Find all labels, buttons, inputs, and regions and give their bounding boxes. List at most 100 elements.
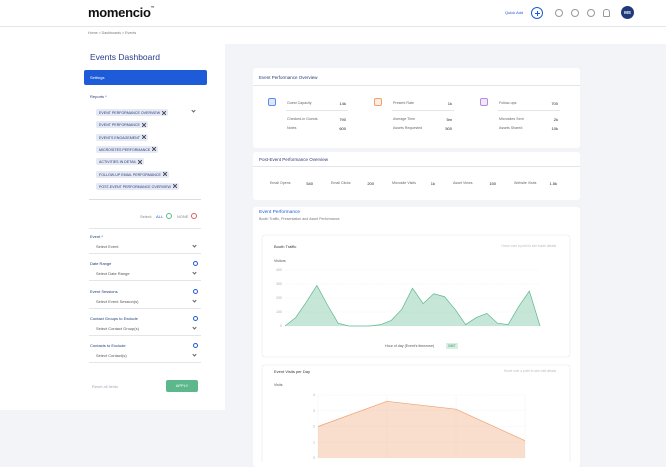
stat-label: Assets Shared: [499, 126, 523, 130]
top-bar: [0, 0, 666, 44]
avatar[interactable]: MS: [621, 6, 634, 19]
remove-chip[interactable]: [172, 184, 177, 189]
performance-subtitle: Booth Traffic, Presentation and Asset Pe…: [259, 217, 340, 221]
select-label: Select:: [140, 214, 153, 219]
post-label: Email Opens: [270, 181, 291, 185]
icon-bell[interactable]: [603, 9, 610, 17]
icon-search[interactable]: [555, 9, 563, 17]
stat-icon: [480, 98, 488, 106]
reports-label: Reports *: [90, 94, 107, 99]
field-divider: [89, 307, 201, 309]
reports-select[interactable]: [89, 103, 201, 200]
field-input[interactable]: Select Contact Group(s): [96, 325, 139, 331]
stat-label: Follow-ups: [499, 101, 517, 105]
add-button[interactable]: [531, 7, 543, 19]
field-input[interactable]: Select Event: [96, 244, 119, 249]
settings-tab[interactable]: Settings: [84, 70, 207, 85]
remove-chip[interactable]: [152, 147, 157, 152]
field-input[interactable]: Select Contact(s): [96, 353, 127, 359]
info-icon[interactable]: [193, 315, 198, 321]
y-tick-label: 200: [276, 296, 282, 300]
reset-link[interactable]: Reset all fields: [92, 384, 119, 389]
stat-label: Assets Requested: [393, 126, 423, 130]
stat-value: 2k: [553, 117, 558, 122]
y-tick-label: 4: [313, 393, 315, 397]
post-label: Asset Views: [453, 181, 473, 185]
breadcrumb: Home > Dashboards > Events: [88, 31, 137, 35]
post-value: 540: [306, 181, 313, 186]
post-value: 1k: [430, 181, 435, 186]
info-icon[interactable]: [193, 343, 198, 349]
icon-settings[interactable]: [571, 9, 579, 17]
stat-value: 500: [445, 126, 452, 131]
field-divider: [89, 253, 201, 254]
all-icon[interactable]: [166, 213, 172, 219]
x-axis-label: Hour of day (Event's timezone): [385, 344, 435, 348]
post-label: Microsite Visits: [392, 181, 416, 185]
info-icon[interactable]: [193, 261, 198, 267]
y-tick-label: 100: [276, 310, 282, 314]
sidebar: [0, 44, 225, 410]
chart-title: Event Visits per Day: [274, 369, 310, 374]
remove-chip[interactable]: [162, 172, 167, 176]
stat-label: Microsites Sent: [499, 117, 524, 121]
stat-label: Checked-in Guests: [287, 117, 318, 121]
overview-card: [253, 68, 580, 148]
post-event-title: Post-Event Performance Overview: [259, 157, 329, 162]
remove-chip[interactable]: [141, 135, 146, 140]
quick-add[interactable]: Quick Add: [505, 10, 524, 15]
report-chip: ACTIVITIES IN DETAIL: [96, 158, 145, 166]
line: [284, 284, 541, 327]
select-none[interactable]: NONE: [177, 214, 189, 219]
stat-label: Present Rate: [393, 101, 414, 105]
apply-button[interactable]: APPLY: [166, 380, 198, 392]
timezone-badge: GMT: [446, 343, 458, 349]
stat-value: 10k: [551, 126, 558, 131]
report-chip: POST-EVENT PERFORMANCE OVERVIEW: [96, 182, 179, 190]
performance-title: Event Performance: [259, 210, 301, 215]
sidebar-title: Events Dashboard: [90, 52, 160, 62]
field-label: Contacts to Exclude: [90, 343, 126, 349]
stat-value: 600: [339, 126, 346, 131]
stat-value: 5m: [446, 117, 452, 122]
post-value: 150: [489, 181, 496, 186]
report-chip: EVENTS ENGAGEMENT: [96, 133, 148, 141]
field-input[interactable]: Select Event Session(s): [96, 298, 139, 304]
post-value: 1.5k: [549, 181, 557, 186]
y-tick-label: 0: [280, 324, 282, 328]
header-divider: [0, 26, 666, 27]
stat-label: Notes: [287, 126, 297, 130]
remove-chip[interactable]: [138, 159, 143, 164]
post-value: 200: [367, 181, 374, 186]
chart-note: Hover over a point to see visit details: [503, 369, 556, 373]
field-input[interactable]: Select Date Range: [96, 271, 130, 277]
post-label: Email Clicks: [331, 181, 351, 185]
info-icon[interactable]: [193, 288, 198, 294]
field-divider: [89, 280, 201, 282]
stat-divider: [498, 110, 560, 111]
chart-note: Hover over a point to see booth details: [501, 244, 556, 248]
remove-chip[interactable]: [141, 122, 146, 127]
area: [318, 401, 525, 458]
divider: [253, 166, 580, 167]
stat-icon: [374, 98, 382, 106]
none-icon[interactable]: [191, 213, 197, 219]
divider: [253, 85, 580, 86]
icon-help[interactable]: [587, 9, 595, 17]
remove-chip[interactable]: [162, 110, 167, 115]
post-event-card: [253, 152, 580, 200]
stat-value: 1k: [447, 101, 452, 106]
report-chip: EVENT PERFORMANCE OVERVIEW: [96, 109, 169, 116]
plus: [536, 10, 538, 16]
y-axis-label: Visitors: [274, 259, 286, 263]
select-all[interactable]: ALL: [156, 214, 164, 219]
report-chip: MICROSITES PERFORMANCE: [96, 145, 159, 153]
field-label: Date Range: [90, 261, 112, 267]
logo-text: momencio: [88, 5, 151, 20]
logo-mark: ™: [150, 5, 155, 10]
stat-divider: [286, 110, 348, 111]
stat-label: Guest Capacity: [287, 101, 312, 105]
logo[interactable]: momencio™: [88, 5, 155, 20]
